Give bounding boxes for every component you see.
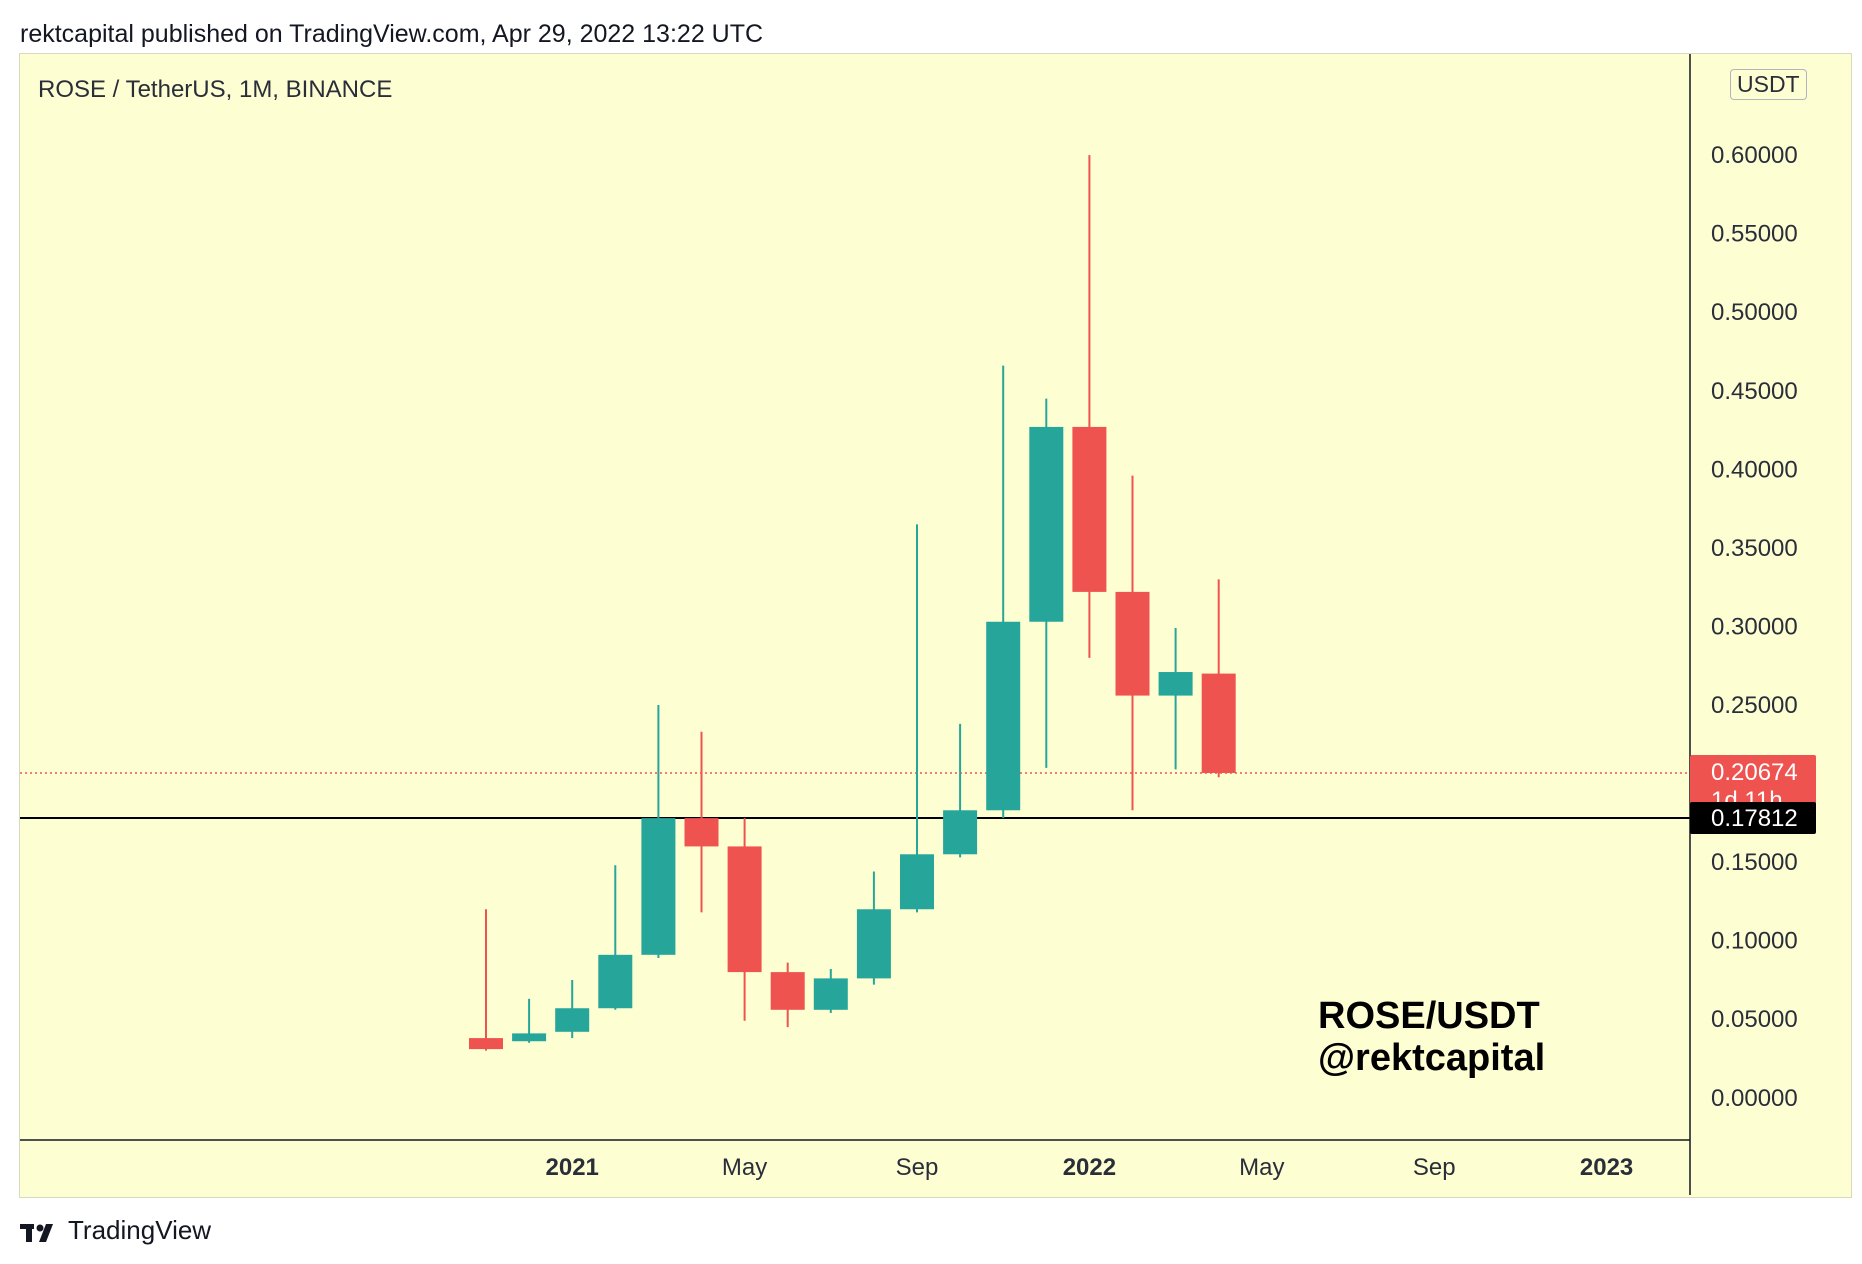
candle-body [1201,673,1236,773]
candle-body [727,846,762,973]
y-tick-label: 0.25000 [1711,692,1798,719]
tradingview-logo-icon [20,1220,60,1242]
y-tick-label: 0.50000 [1711,299,1798,326]
candle [598,865,633,1010]
candle [727,818,762,1021]
candle [1072,155,1107,658]
y-tick-label: 0.40000 [1711,456,1798,483]
y-tick-label: 0.60000 [1711,142,1798,169]
y-tick-label: 0.30000 [1711,613,1798,640]
x-tick-label: May [1239,1154,1284,1181]
candle [1158,628,1193,770]
footer-brand[interactable]: TradingView [20,1215,211,1246]
x-tick-label: 2021 [546,1154,599,1181]
y-tick-label: 0.45000 [1711,378,1798,405]
x-tick-label: 2023 [1580,1154,1633,1181]
candle-body [900,854,934,910]
currency-badge[interactable]: USDT [1730,69,1807,100]
y-tick-label: 0.15000 [1711,849,1798,876]
candle [986,365,1021,819]
y-tick-label: 0.10000 [1711,928,1798,955]
candle-body [1158,672,1193,696]
horizontal-level-label: 0.17812 [1711,805,1798,832]
candle [1115,475,1150,811]
candle [555,979,590,1039]
watermark-text: ROSE/USDT @rektcapital [1318,995,1545,1079]
candle [856,871,891,985]
candle-body [1115,591,1150,696]
y-tick-label: 0.35000 [1711,535,1798,562]
y-tick-label: 0.00000 [1711,1085,1798,1112]
last-price-label: 0.20674 [1711,759,1798,786]
candle-body [555,1008,590,1032]
candle [1029,398,1064,768]
candle-body [986,621,1021,811]
symbol-title: ROSE / TetherUS, 1M, BINANCE [38,76,393,103]
published-by-text: rektcapital published on TradingView.com… [20,20,764,48]
candle [770,962,805,1028]
candle [943,723,978,858]
y-tick-label: 0.05000 [1711,1006,1798,1033]
candle [641,705,676,958]
candle-body [641,818,676,955]
x-tick-label: Sep [1413,1154,1456,1181]
watermark-handle: @rektcapital [1318,1037,1546,1079]
candle [469,909,503,1051]
candle-body [512,1033,547,1042]
x-tick-label: Sep [896,1154,939,1181]
chart-panel[interactable] [19,53,1852,1198]
y-tick-label: 0.55000 [1711,221,1798,248]
candle-body [943,810,978,855]
candle-body [469,1038,503,1050]
candle [512,998,547,1043]
candle [1201,579,1236,778]
horizontal-level-badge [1690,801,1816,834]
candle-body [598,954,633,1009]
candle-body [770,972,805,1010]
candle [900,524,934,913]
candle-body [1072,426,1107,592]
candle-body [684,818,719,847]
candle-body [1029,426,1064,622]
watermark-pair: ROSE/USDT [1318,995,1540,1037]
candle [684,731,719,913]
x-tick-label: 2022 [1063,1154,1116,1181]
candle [813,968,848,1013]
footer-brand-label: TradingView [68,1215,212,1245]
x-tick-label: May [722,1154,767,1181]
candle-body [813,978,848,1010]
candle-body [856,909,891,979]
